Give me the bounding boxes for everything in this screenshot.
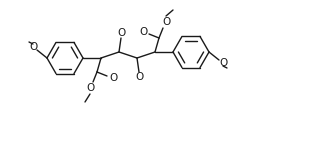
Text: O: O: [219, 58, 227, 68]
Text: O: O: [139, 27, 147, 37]
Text: O: O: [162, 17, 170, 27]
Text: O: O: [135, 72, 143, 82]
Text: O: O: [86, 83, 94, 93]
Text: O: O: [29, 42, 37, 52]
Text: O: O: [109, 73, 117, 83]
Text: O: O: [117, 28, 125, 38]
